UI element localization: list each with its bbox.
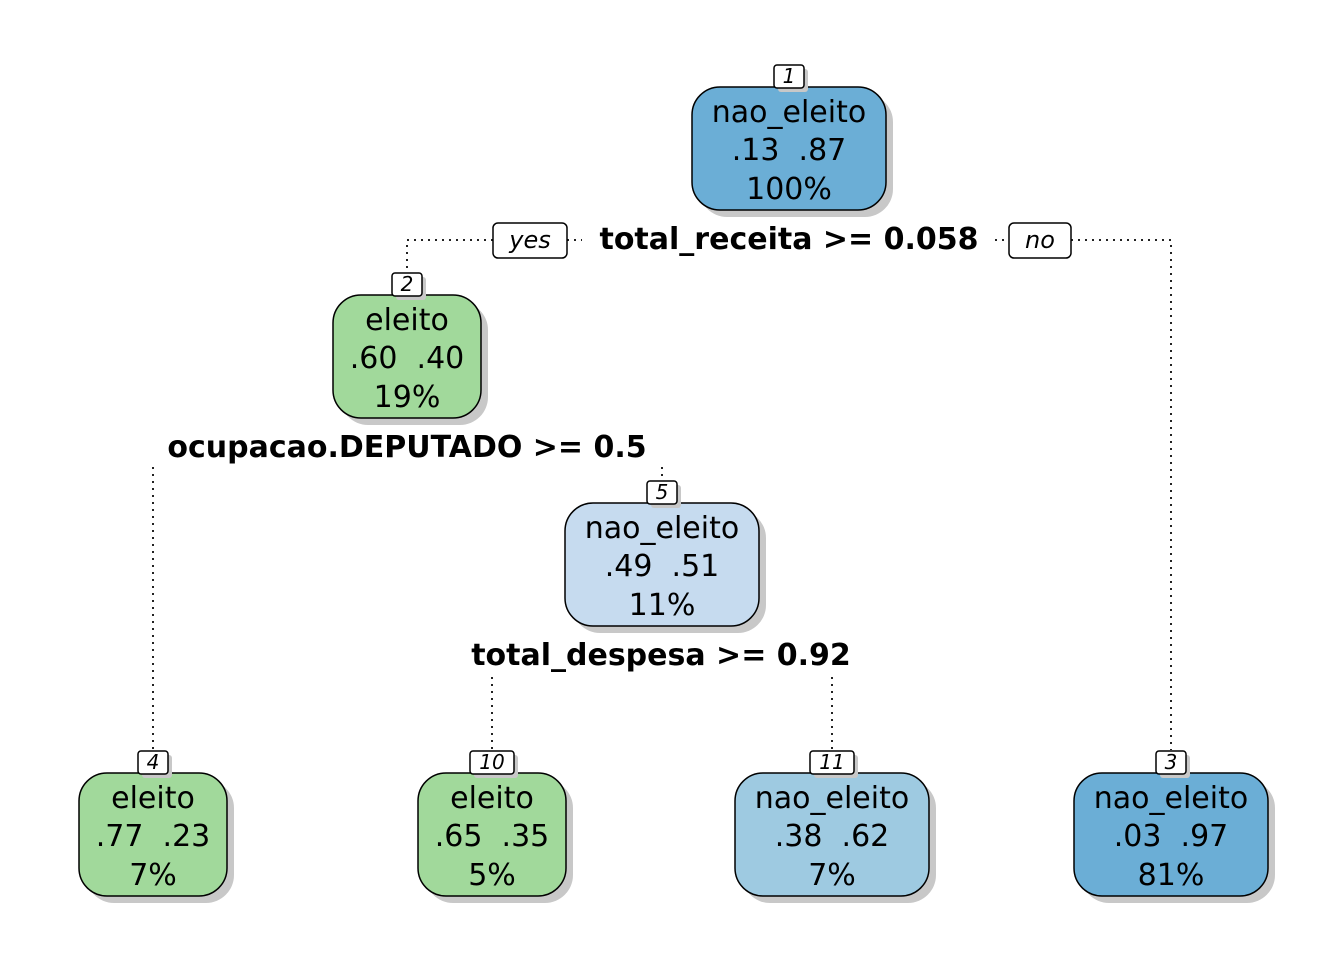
svg-text:no: no bbox=[1025, 226, 1055, 254]
tree-edges bbox=[152, 239, 1172, 750]
node-percent: 81% bbox=[1138, 858, 1205, 893]
node-class-label: eleito bbox=[450, 781, 534, 816]
split-rule-node-1: total_receita >= 0.058 bbox=[599, 222, 978, 257]
tree-node-1: 1 nao_eleito.13 .87 100% bbox=[691, 64, 893, 217]
yes-label: yes bbox=[492, 222, 568, 259]
tree-node-11: 11 nao_eleito.38 .62 7% bbox=[734, 750, 936, 903]
node-percent: 7% bbox=[129, 858, 177, 893]
tree-node-10: 10 eleito.65 .35 5% bbox=[417, 750, 573, 903]
split-rule-node-5: total_despesa >= 0.92 bbox=[471, 638, 851, 673]
node-probabilities: .49 .51 bbox=[605, 549, 720, 584]
node-percent: 11% bbox=[629, 588, 696, 623]
tree-node-4: 4 eleito.77 .23 7% bbox=[78, 750, 234, 903]
node-id-tag bbox=[1155, 750, 1187, 775]
split-rule-node-2: ocupacao.DEPUTADO >= 0.5 bbox=[167, 430, 646, 465]
node-percent: 5% bbox=[468, 858, 516, 893]
edge-1-yes bbox=[406, 239, 493, 272]
node-class-label: nao_eleito bbox=[712, 95, 866, 130]
no-label: no bbox=[1008, 222, 1072, 259]
node-id-tag bbox=[137, 750, 169, 775]
node-class-label: eleito bbox=[365, 303, 449, 338]
svg-text:yes: yes bbox=[508, 226, 550, 254]
node-id-label: 5 bbox=[656, 480, 669, 504]
node-percent: 19% bbox=[374, 380, 441, 415]
node-class-label: nao_eleito bbox=[755, 781, 909, 816]
node-id-label: 3 bbox=[1165, 750, 1178, 774]
node-id-tag bbox=[469, 750, 515, 775]
node-id-label: 11 bbox=[819, 750, 844, 774]
node-percent: 7% bbox=[808, 858, 856, 893]
node-id-label: 1 bbox=[783, 64, 796, 88]
node-probabilities: .38 .62 bbox=[775, 819, 890, 854]
node-id-label: 2 bbox=[401, 272, 414, 296]
node-id-label: 4 bbox=[147, 750, 160, 774]
node-id-tag bbox=[646, 480, 678, 505]
node-class-label: nao_eleito bbox=[585, 511, 739, 546]
node-probabilities: .13 .87 bbox=[732, 133, 847, 168]
edge-1-no bbox=[1071, 239, 1172, 750]
node-percent: 100% bbox=[746, 172, 832, 207]
node-probabilities: .03 .97 bbox=[1114, 819, 1229, 854]
node-probabilities: .60 .40 bbox=[350, 341, 465, 376]
node-id-tag bbox=[809, 750, 855, 775]
node-id-tag bbox=[391, 272, 423, 297]
tree-node-5: 5 nao_eleito.49 .51 11% bbox=[564, 480, 766, 633]
node-probabilities: .77 .23 bbox=[96, 819, 211, 854]
node-class-label: eleito bbox=[111, 781, 195, 816]
node-id-tag bbox=[773, 64, 805, 89]
node-probabilities: .65 .35 bbox=[435, 819, 550, 854]
tree-node-2: 2 eleito.60 .40 19% bbox=[332, 272, 488, 425]
node-id-label: 10 bbox=[479, 750, 504, 774]
tree-node-3: 3 nao_eleito.03 .97 81% bbox=[1073, 750, 1275, 903]
node-class-label: nao_eleito bbox=[1094, 781, 1248, 816]
